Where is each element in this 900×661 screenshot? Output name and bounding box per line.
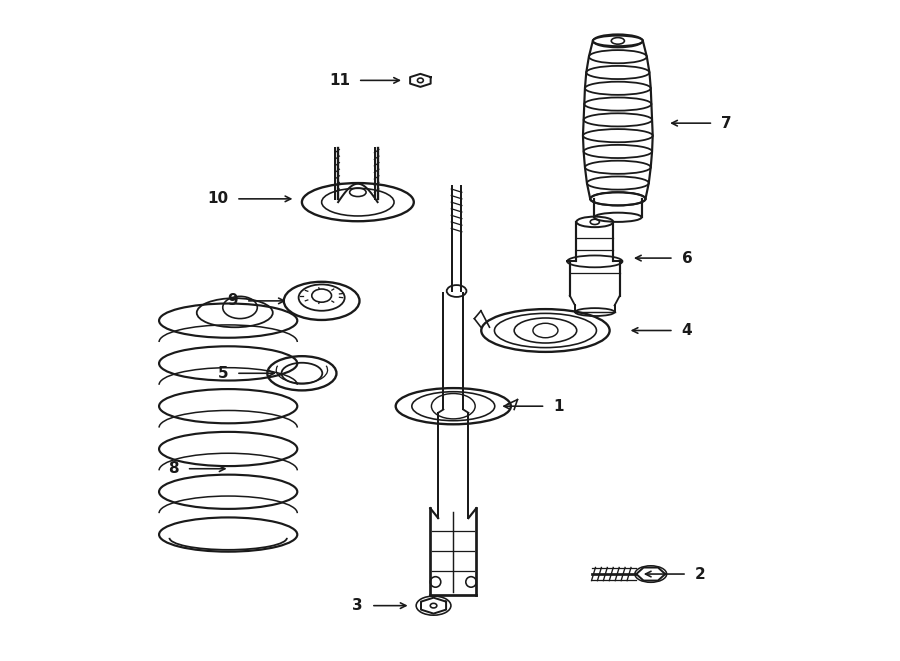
Text: 7: 7 (721, 116, 732, 131)
Text: 11: 11 (329, 73, 350, 88)
Text: 3: 3 (353, 598, 363, 613)
Text: 10: 10 (207, 191, 229, 206)
Text: 5: 5 (218, 366, 229, 381)
Text: 6: 6 (681, 251, 692, 266)
Text: 8: 8 (168, 461, 179, 476)
Text: 4: 4 (681, 323, 692, 338)
Text: 1: 1 (554, 399, 563, 414)
Text: 9: 9 (228, 293, 238, 309)
Text: 2: 2 (695, 566, 706, 582)
